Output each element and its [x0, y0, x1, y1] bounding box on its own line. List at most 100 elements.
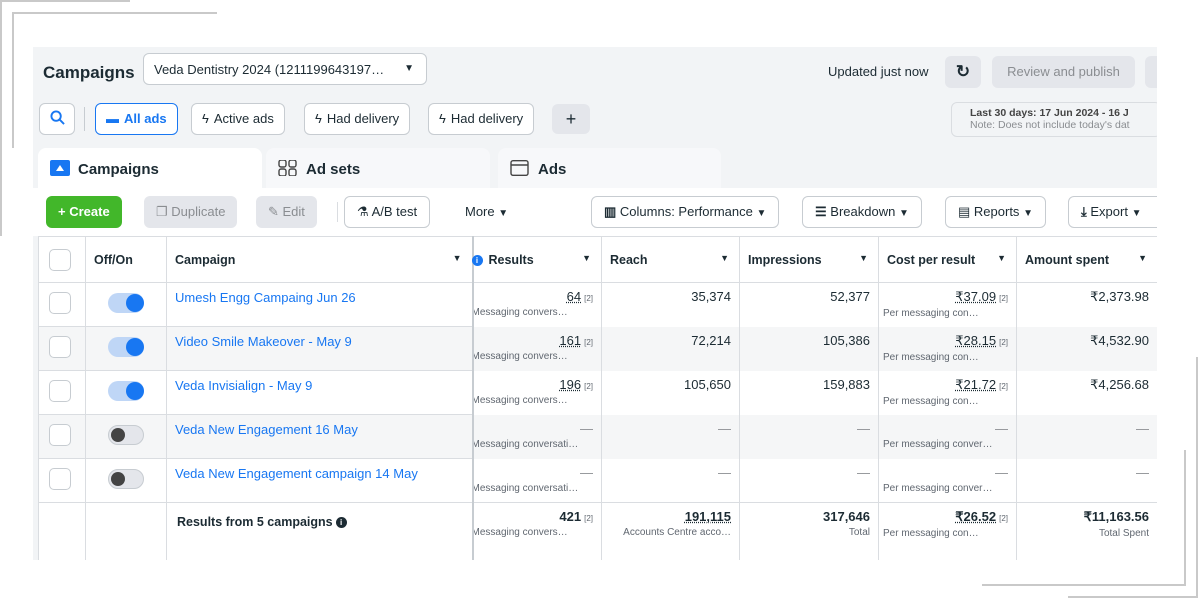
row-checkbox[interactable]: [49, 380, 71, 402]
publish-menu-button[interactable]: [1145, 56, 1157, 88]
cost-value[interactable]: —: [995, 420, 1008, 436]
spent-value: —: [1136, 464, 1149, 480]
col-header-cost[interactable]: Cost per result ▼: [878, 236, 1017, 283]
review-publish-button[interactable]: Review and publish: [992, 56, 1135, 88]
search-icon: [49, 110, 65, 125]
duplicate-button[interactable]: ❐ Duplicate: [144, 196, 238, 228]
filter-active-ads[interactable]: ϟ Active ads: [191, 103, 285, 135]
cost-value[interactable]: ₹37.09: [955, 289, 997, 304]
row-checkbox[interactable]: [49, 468, 71, 490]
spent-cell: ₹4,256.68: [1016, 370, 1157, 415]
columns-button[interactable]: ▥ Columns: Performance ▼: [591, 196, 780, 228]
edit-button[interactable]: ✎ Edit: [256, 196, 317, 228]
row-toggle-cell: [85, 370, 167, 415]
add-filter-button[interactable]: +: [552, 104, 590, 134]
attribution-note: [2]: [584, 337, 593, 347]
campaign-toggle[interactable]: [108, 381, 144, 401]
results-value[interactable]: —: [580, 464, 593, 480]
totals-label: Results from 5 campaigns: [177, 515, 333, 529]
impressions-cell: 159,883: [739, 370, 879, 415]
ab-test-button[interactable]: ⚗ A/B test: [344, 196, 431, 228]
frame-line: [12, 12, 217, 14]
campaign-name-link[interactable]: Veda Invisialign - May 9: [175, 378, 313, 393]
account-selector[interactable]: Veda Dentistry 2024 (1211199643197… ▼: [143, 53, 427, 85]
tab-ad-sets[interactable]: Ad sets: [266, 148, 490, 188]
col-header-impressions[interactable]: Impressions ▼: [739, 236, 879, 283]
campaign-toggle[interactable]: [108, 469, 144, 489]
filter-had-delivery-2[interactable]: ϟ Had delivery: [428, 103, 535, 135]
impressions-value: —: [857, 420, 870, 436]
tab-ads[interactable]: Ads: [498, 148, 721, 188]
more-button[interactable]: More ▼: [453, 196, 520, 228]
spent-cell: —: [1016, 458, 1157, 503]
campaign-name-link[interactable]: Veda New Engagement campaign 14 May: [175, 466, 418, 481]
results-value[interactable]: —: [580, 420, 593, 436]
reach-cell: 35,374: [601, 282, 740, 327]
row-checkbox[interactable]: [49, 336, 71, 358]
cost-value[interactable]: ₹21.72: [955, 376, 997, 392]
download-icon: ⤓: [1081, 204, 1091, 219]
attribution-note: [2]: [999, 337, 1008, 347]
reports-button[interactable]: ▤ Reports ▼: [945, 196, 1046, 228]
campaign-name-link[interactable]: Umesh Engg Campaing Jun 26: [175, 290, 356, 305]
filter-had-delivery[interactable]: ϟ Had delivery: [304, 103, 411, 135]
cost-value[interactable]: —: [995, 464, 1008, 480]
campaign-name-cell: Video Smile Makeover - May 9: [166, 326, 473, 371]
results-sub: Messaging convers…: [473, 350, 568, 362]
campaign-toggle[interactable]: [108, 425, 144, 445]
chevron-down-icon: ▼: [756, 208, 767, 219]
totals-cost-sub: Per messaging con…: [883, 528, 979, 539]
row-checkbox[interactable]: [49, 424, 71, 446]
col-header-label: Results: [488, 253, 534, 267]
breakdown-label: Breakdown: [830, 204, 896, 219]
row-select-cell: [38, 458, 86, 503]
results-value[interactable]: 196: [559, 376, 582, 392]
chevron-down-icon: ▼: [1023, 208, 1033, 219]
attribution-note: [2]: [999, 514, 1008, 523]
filter-all-ads[interactable]: ▬ All ads: [95, 103, 178, 135]
frame-line: [0, 0, 130, 2]
col-header-campaign[interactable]: Campaign ▼: [166, 236, 473, 283]
impressions-cell: 105,386: [739, 326, 879, 371]
export-button[interactable]: ⤓ Export ▼: [1068, 196, 1157, 228]
date-range-picker[interactable]: Last 30 days: 17 Jun 2024 - 16 J Note: D…: [951, 102, 1157, 137]
cost-value[interactable]: ₹28.15: [955, 332, 997, 348]
refresh-button[interactable]: ↻: [945, 56, 981, 88]
tab-label: Campaigns: [78, 161, 159, 178]
col-header-reach[interactable]: Reach ▼: [601, 236, 740, 283]
reach-cell: —: [601, 458, 740, 503]
results-value[interactable]: 64: [566, 289, 582, 304]
spent-value: ₹4,256.68: [1090, 376, 1149, 392]
campaign-name-link[interactable]: Veda New Engagement 16 May: [175, 422, 358, 437]
tab-label: Ad sets: [306, 161, 361, 178]
totals-spent: ₹11,163.56: [1083, 509, 1149, 524]
totals-label-cell: Results from 5 campaigns i: [166, 502, 473, 560]
reports-label: Reports: [973, 204, 1020, 219]
col-header-results[interactable]: i Results ▼: [471, 236, 602, 283]
create-button[interactable]: + Create: [46, 196, 122, 228]
table-header-row: Off/On Campaign ▼ i Results ▼ Reach ▼ Impres…: [38, 236, 1157, 283]
lightning-icon: ϟ: [439, 111, 446, 126]
breakdown-button[interactable]: ☰ Breakdown ▼: [802, 196, 922, 228]
results-cell: — Messaging conversati…: [471, 414, 602, 459]
search-button[interactable]: [39, 103, 75, 135]
edit-label: Edit: [282, 204, 305, 219]
frame-line: [1068, 596, 1198, 598]
row-toggle-cell: [85, 326, 167, 371]
impressions-cell: 52,377: [739, 282, 879, 327]
frame-line: [1196, 357, 1198, 598]
tab-campaigns[interactable]: Campaigns: [38, 148, 262, 188]
campaign-toggle[interactable]: [108, 337, 144, 357]
select-all-checkbox[interactable]: [49, 249, 71, 271]
spent-value: ₹2,373.98: [1090, 289, 1149, 304]
impressions-cell: —: [739, 458, 879, 503]
campaign-name-link[interactable]: Video Smile Makeover - May 9: [175, 334, 352, 349]
col-header-spent[interactable]: Amount spent ▼: [1016, 236, 1157, 283]
frame-line: [1184, 450, 1186, 585]
row-checkbox[interactable]: [49, 292, 71, 314]
row-toggle-cell: [85, 458, 167, 503]
flask-icon: ⚗: [357, 204, 372, 219]
campaign-toggle[interactable]: [108, 293, 144, 313]
results-value[interactable]: 161: [559, 332, 582, 348]
col-header-label: Reach: [610, 253, 648, 267]
